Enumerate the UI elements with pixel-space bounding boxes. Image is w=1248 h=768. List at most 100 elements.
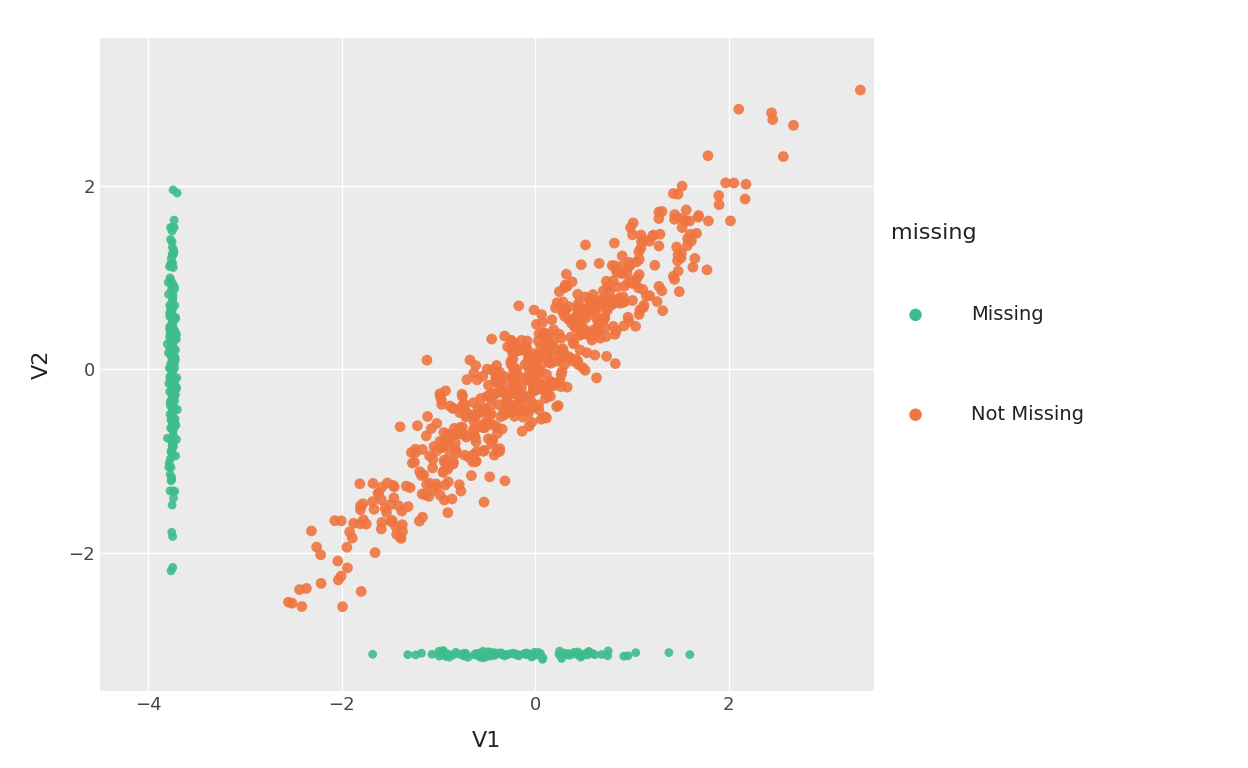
Missing — [165, 485, 185, 498]
Not Missing — [698, 150, 718, 162]
Missing — [162, 248, 182, 260]
Missing — [552, 652, 572, 664]
Not Missing — [372, 523, 392, 535]
Missing — [504, 647, 524, 660]
Not Missing — [595, 311, 615, 323]
Not Missing — [557, 381, 577, 393]
Not Missing — [610, 297, 630, 310]
Not Missing — [366, 547, 386, 559]
Not Missing — [580, 293, 600, 305]
Not Missing — [577, 328, 597, 340]
Not Missing — [372, 494, 392, 506]
Not Missing — [446, 437, 466, 449]
Missing — [162, 365, 182, 377]
Not Missing — [552, 366, 572, 378]
Missing — [162, 313, 182, 326]
Not Missing — [523, 379, 543, 391]
Not Missing — [523, 347, 543, 359]
Not Missing — [593, 285, 613, 297]
Not Missing — [417, 354, 437, 366]
Not Missing — [500, 389, 520, 401]
Missing — [165, 379, 185, 391]
Not Missing — [572, 308, 592, 320]
Not Missing — [567, 317, 587, 329]
Missing — [162, 279, 182, 291]
Missing — [166, 311, 186, 323]
Missing — [160, 408, 180, 420]
Not Missing — [470, 392, 490, 405]
Not Missing — [523, 379, 543, 392]
Not Missing — [607, 266, 626, 278]
Not Missing — [577, 346, 597, 359]
Not Missing — [588, 319, 608, 332]
Missing — [429, 650, 449, 662]
Missing — [160, 310, 180, 323]
Not Missing — [532, 366, 552, 378]
Missing — [490, 648, 510, 660]
Missing — [166, 419, 186, 432]
Not Missing — [578, 310, 598, 322]
Not Missing — [529, 378, 549, 390]
Missing — [585, 649, 605, 661]
Not Missing — [461, 354, 480, 366]
Not Missing — [680, 215, 700, 227]
Missing — [162, 408, 182, 420]
Not Missing — [482, 438, 502, 450]
Missing — [163, 333, 183, 346]
Not Missing — [503, 362, 523, 375]
Not Missing — [475, 404, 495, 416]
Not Missing — [605, 296, 625, 309]
Not Missing — [434, 454, 454, 466]
Not Missing — [474, 404, 494, 416]
Missing — [165, 391, 185, 403]
Not Missing — [597, 350, 617, 362]
Not Missing — [631, 242, 651, 254]
Not Missing — [629, 309, 649, 321]
Not Missing — [629, 268, 649, 280]
Not Missing — [522, 396, 542, 408]
Not Missing — [487, 421, 507, 433]
Not Missing — [436, 385, 456, 397]
Not Missing — [302, 525, 322, 537]
Missing — [456, 647, 475, 660]
Not Missing — [636, 290, 656, 302]
Missing — [518, 647, 538, 660]
Missing — [162, 393, 182, 406]
Not Missing — [437, 457, 457, 469]
Not Missing — [434, 494, 454, 506]
Not Missing — [736, 178, 756, 190]
Missing — [162, 415, 182, 428]
Not Missing — [510, 393, 530, 406]
Missing — [161, 303, 181, 315]
Not Missing — [519, 365, 539, 377]
Not Missing — [629, 246, 649, 258]
Not Missing — [364, 503, 384, 515]
Missing — [161, 258, 181, 270]
Not Missing — [850, 84, 870, 96]
Not Missing — [480, 407, 500, 419]
Missing — [160, 260, 180, 273]
Not Missing — [597, 301, 617, 313]
Not Missing — [409, 465, 429, 478]
Missing — [163, 419, 183, 431]
Not Missing — [331, 515, 351, 527]
Not Missing — [540, 390, 560, 402]
Missing — [598, 650, 618, 662]
Missing — [161, 348, 181, 360]
Missing — [592, 648, 612, 660]
Not Missing — [569, 329, 589, 342]
Not Missing — [559, 313, 579, 326]
Missing — [161, 253, 181, 265]
Missing — [433, 644, 453, 657]
Not Missing — [529, 327, 549, 339]
Not Missing — [479, 389, 499, 401]
Y-axis label: V2: V2 — [31, 350, 51, 379]
Not Missing — [572, 259, 592, 271]
Not Missing — [502, 371, 522, 383]
Not Missing — [573, 307, 593, 319]
Not Missing — [530, 377, 550, 389]
Not Missing — [589, 313, 609, 326]
Not Missing — [608, 281, 628, 293]
Not Missing — [487, 445, 507, 458]
Not Missing — [625, 276, 645, 289]
